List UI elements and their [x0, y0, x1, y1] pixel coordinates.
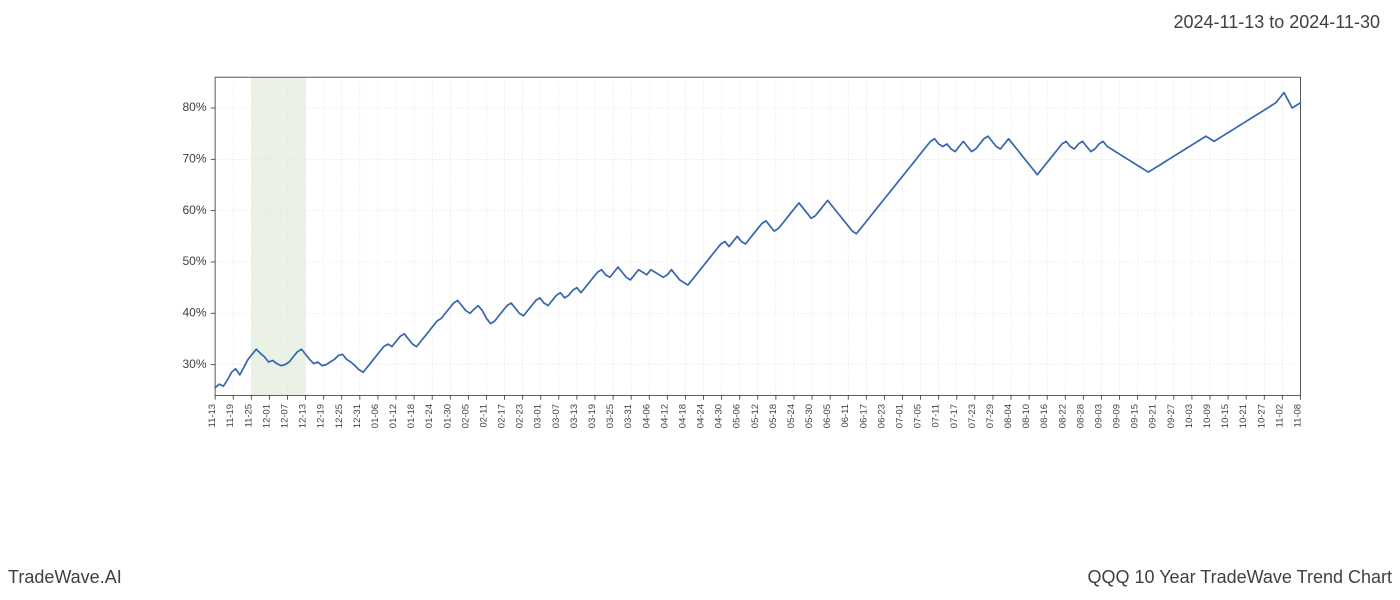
- svg-text:06-05: 06-05: [822, 404, 833, 428]
- svg-text:03-25: 03-25: [605, 404, 616, 428]
- svg-text:07-29: 07-29: [985, 404, 996, 428]
- svg-text:12-19: 12-19: [316, 404, 327, 428]
- svg-text:12-31: 12-31: [352, 404, 363, 428]
- svg-text:70%: 70%: [182, 152, 206, 166]
- svg-text:05-06: 05-06: [732, 404, 743, 428]
- svg-text:05-30: 05-30: [804, 404, 815, 428]
- svg-text:07-11: 07-11: [931, 404, 942, 427]
- footer-brand: TradeWave.AI: [8, 567, 122, 588]
- svg-text:08-10: 08-10: [1021, 404, 1032, 428]
- svg-text:08-28: 08-28: [1075, 404, 1086, 428]
- svg-text:01-12: 01-12: [388, 404, 399, 428]
- svg-text:05-12: 05-12: [750, 404, 761, 428]
- svg-text:01-24: 01-24: [424, 404, 435, 428]
- svg-text:08-04: 08-04: [1003, 404, 1014, 428]
- svg-text:04-30: 04-30: [714, 404, 725, 428]
- svg-text:09-09: 09-09: [1112, 404, 1123, 428]
- svg-text:03-19: 03-19: [587, 404, 598, 428]
- svg-text:30%: 30%: [182, 357, 206, 371]
- svg-text:10-03: 10-03: [1184, 404, 1195, 428]
- svg-text:06-23: 06-23: [876, 404, 887, 428]
- svg-text:09-27: 09-27: [1166, 404, 1177, 428]
- svg-text:03-01: 03-01: [533, 404, 544, 428]
- svg-text:07-17: 07-17: [949, 404, 960, 428]
- svg-text:11-19: 11-19: [225, 404, 236, 427]
- svg-text:09-21: 09-21: [1148, 404, 1159, 428]
- svg-text:10-09: 10-09: [1202, 404, 1213, 428]
- chart-svg: 30% 40% 50% 60% 70% 80% 11-13 11-19 11-25 12-01 12…: [90, 60, 1380, 490]
- svg-text:10-21: 10-21: [1238, 404, 1249, 428]
- svg-text:08-16: 08-16: [1039, 404, 1050, 428]
- svg-text:08-22: 08-22: [1057, 404, 1068, 428]
- svg-text:01-30: 01-30: [442, 404, 453, 428]
- svg-text:11-13: 11-13: [207, 404, 218, 427]
- svg-text:04-12: 04-12: [659, 404, 670, 428]
- svg-text:02-23: 02-23: [515, 404, 526, 428]
- svg-text:01-18: 01-18: [406, 404, 417, 428]
- svg-text:12-25: 12-25: [334, 404, 345, 428]
- svg-text:09-15: 09-15: [1130, 404, 1141, 428]
- svg-text:11-25: 11-25: [243, 404, 254, 427]
- trend-chart: 30% 40% 50% 60% 70% 80% 11-13 11-19 11-25 12-01 12…: [90, 60, 1380, 490]
- svg-text:03-13: 03-13: [569, 404, 580, 428]
- svg-text:10-27: 10-27: [1256, 404, 1267, 428]
- svg-text:11-02: 11-02: [1274, 404, 1285, 427]
- svg-text:09-03: 09-03: [1093, 404, 1104, 428]
- svg-text:04-18: 04-18: [677, 404, 688, 428]
- svg-text:02-17: 02-17: [497, 404, 508, 428]
- svg-text:80%: 80%: [182, 100, 206, 114]
- svg-text:12-01: 12-01: [261, 404, 272, 428]
- svg-text:40%: 40%: [182, 305, 206, 319]
- svg-text:02-11: 02-11: [478, 404, 489, 427]
- svg-text:07-23: 07-23: [967, 404, 978, 428]
- svg-text:07-05: 07-05: [913, 404, 924, 428]
- svg-text:12-13: 12-13: [298, 404, 309, 428]
- svg-text:03-31: 03-31: [623, 404, 634, 428]
- svg-text:11-08: 11-08: [1292, 404, 1303, 427]
- svg-text:05-24: 05-24: [786, 404, 797, 428]
- svg-text:60%: 60%: [182, 203, 206, 217]
- svg-text:01-06: 01-06: [370, 404, 381, 428]
- svg-text:04-06: 04-06: [641, 404, 652, 428]
- svg-text:05-18: 05-18: [768, 404, 779, 428]
- svg-text:12-07: 12-07: [279, 404, 290, 428]
- svg-text:06-17: 06-17: [858, 404, 869, 428]
- svg-text:07-01: 07-01: [894, 404, 905, 428]
- svg-text:06-11: 06-11: [840, 404, 851, 427]
- svg-text:50%: 50%: [182, 254, 206, 268]
- svg-text:03-07: 03-07: [551, 404, 562, 428]
- svg-text:10-15: 10-15: [1220, 404, 1231, 428]
- date-range-label: 2024-11-13 to 2024-11-30: [1174, 12, 1381, 33]
- svg-text:02-05: 02-05: [460, 404, 471, 428]
- footer-title: QQQ 10 Year TradeWave Trend Chart: [1088, 567, 1393, 588]
- svg-text:04-24: 04-24: [696, 404, 707, 428]
